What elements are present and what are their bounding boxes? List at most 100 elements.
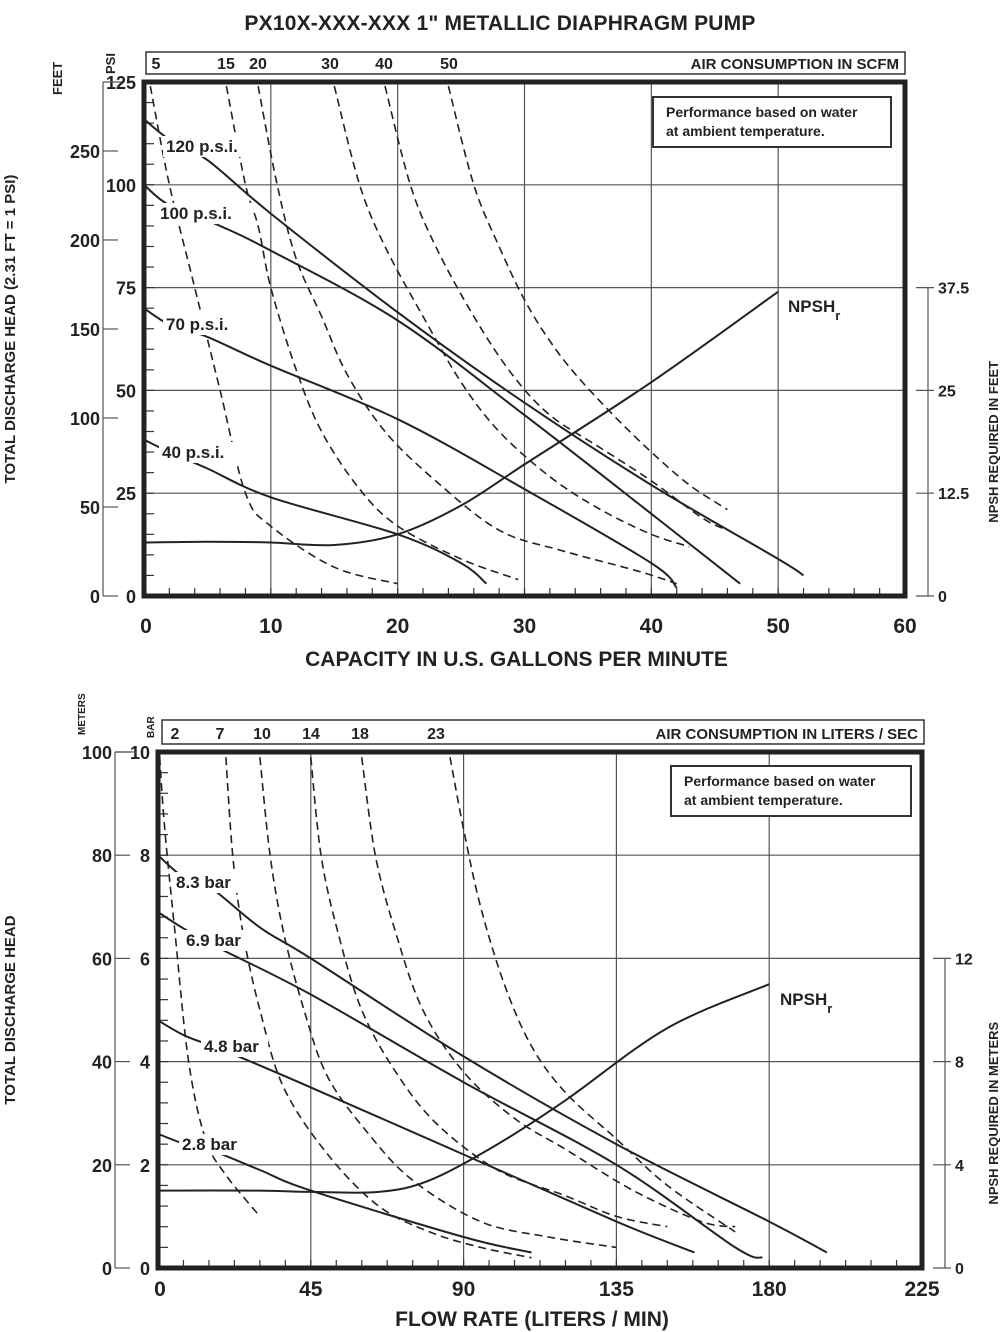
x-tick-label: 0: [154, 1278, 166, 1301]
air-tick-label: 15: [217, 56, 235, 73]
x-tick-label: 90: [452, 1278, 475, 1301]
air-tick-label: 40: [375, 56, 393, 73]
outer-y-tick-label: 100: [82, 743, 112, 763]
npshr-label: NPSHr: [780, 990, 832, 1016]
outer-y-axis: [114, 751, 136, 1269]
note-line-1: Performance based on water: [684, 773, 876, 789]
inner-y-tick-label: 10: [130, 743, 150, 763]
minor-ticks: [158, 772, 898, 1268]
outer-y-tick-label: 60: [92, 949, 112, 969]
inner-y-tick-label: 0: [126, 587, 136, 607]
pressure-label: 6.9 bar: [186, 931, 241, 950]
pressure-label: 4.8 bar: [204, 1037, 259, 1056]
npsh-tick-label: 0: [955, 1261, 964, 1278]
npsh-tick-label: 37.5: [938, 281, 969, 298]
air-10-l-s-curve: [259, 757, 617, 1249]
air-5-scfm-curve: [149, 85, 398, 585]
x-axis-label: CAPACITY IN U.S. GALLONS PER MINUTE: [305, 648, 728, 671]
inner-y-tick-label: 2: [140, 1156, 150, 1176]
air-23-l-s-curve: [449, 757, 736, 1233]
pressure-label: 40 p.s.i.: [162, 443, 224, 462]
x-tick-label: 60: [893, 615, 916, 638]
x-tick-label: 225: [904, 1278, 939, 1301]
plot-frame: [141, 79, 908, 599]
note-line-2: at ambient temperature.: [666, 123, 825, 139]
npshr-curve: [157, 983, 770, 1194]
plot-frame: [155, 749, 925, 1271]
npshr-curve: [143, 290, 779, 547]
air-50-scfm-curve: [447, 85, 728, 511]
inner-y-tick-label: 75: [116, 279, 136, 299]
chart-title: PX10X-XXX-XXX 1" METALLIC DIAPHRAGM PUMP: [244, 12, 756, 35]
x-axis-label: FLOW RATE (LITERS / MIN): [395, 1308, 669, 1331]
air-tick-label: 5: [152, 56, 161, 73]
npsh-tick-label: 4: [955, 1158, 964, 1175]
air-tick-label: 7: [216, 726, 225, 743]
note-line-2: at ambient temperature.: [684, 792, 843, 808]
chart-1: 5 15 20 30 40 50 AIR CONSUMPTION IN SCFM 120 p.…: [2, 51, 1000, 671]
air-tick-label: 2: [171, 726, 180, 743]
pressure-label: 8.3 bar: [176, 873, 231, 892]
npsh-tick-label: 0: [938, 589, 947, 606]
air-consumption-box: [161, 719, 925, 745]
npsh-axis: [916, 287, 934, 597]
outer-unit-label: FEET: [50, 62, 65, 95]
x-tick-label: 30: [513, 615, 536, 638]
x-tick-label: 40: [640, 615, 663, 638]
air-14-l-s-curve: [310, 757, 668, 1228]
npsh-tick-label: 25: [938, 383, 956, 400]
air-tick-label: 20: [249, 56, 267, 73]
npshr-label: NPSHr: [788, 297, 840, 323]
x-tick-label: 50: [766, 615, 789, 638]
4-8-bar-curve: [157, 1019, 695, 1254]
minor-ticks: [144, 101, 881, 596]
y-axis-label: TOTAL DISCHARGE HEAD: [2, 915, 19, 1104]
chart-2: 2 7 10 14 18 23 AIR CONSUMPTION IN LITERS / SE…: [2, 693, 1000, 1331]
air-tick-label: 18: [351, 726, 369, 743]
air-tick-label: 14: [302, 726, 320, 743]
y-axis-label: TOTAL DISCHARGE HEAD (2.31 FT = 1 PSI): [2, 175, 19, 484]
npsh-axis-label: NPSH REQUIRED IN METERS: [986, 1022, 1000, 1205]
outer-y-axis: [102, 81, 122, 597]
outer-y-tick-label: 40: [92, 1053, 112, 1073]
npsh-tick-label: 12.5: [938, 486, 969, 503]
outer-y-tick-label: 100: [70, 409, 100, 429]
120-p-s-i--curve: [143, 118, 805, 577]
grid: [144, 82, 905, 596]
outer-y-tick-label: 0: [102, 1259, 112, 1279]
inner-unit-label: BAR: [146, 716, 157, 738]
air-consumption-label: AIR CONSUMPTION IN LITERS / SEC: [655, 726, 918, 743]
outer-y-tick-label: 80: [92, 846, 112, 866]
note-line-1: Performance based on water: [666, 104, 858, 120]
air-15-scfm-curve: [225, 85, 519, 581]
pressure-label: 100 p.s.i.: [160, 204, 232, 223]
air-tick-label: 10: [253, 726, 271, 743]
inner-y-tick-label: 6: [140, 949, 150, 969]
inner-y-tick-label: 0: [140, 1259, 150, 1279]
outer-y-tick-label: 50: [80, 498, 100, 518]
inner-unit-label: PSI: [103, 53, 118, 74]
pressure-label: 120 p.s.i.: [166, 137, 238, 156]
outer-y-tick-label: 0: [90, 587, 100, 607]
air-40-scfm-curve: [384, 85, 728, 531]
npsh-tick-label: 12: [955, 951, 973, 968]
performance-note-bottom: Performance based on water at ambient te…: [670, 765, 912, 817]
pressure-label: 2.8 bar: [182, 1135, 237, 1154]
outer-unit-label: METERS: [77, 693, 88, 735]
outer-y-tick-label: 250: [70, 142, 100, 162]
x-tick-label: 180: [752, 1278, 787, 1301]
inner-y-tick-label: 4: [140, 1053, 150, 1073]
npsh-axis-label: NPSH REQUIRED IN FEET: [986, 361, 1000, 523]
pressure-label: 70 p.s.i.: [166, 315, 228, 334]
inner-y-tick-label: 100: [106, 176, 136, 196]
100-p-s-i--curve: [143, 184, 741, 585]
x-tick-label: 45: [299, 1278, 323, 1301]
air-20-scfm-curve: [257, 85, 677, 585]
air-18-l-s-curve: [360, 757, 736, 1228]
air-consumption-label: AIR CONSUMPTION IN SCFM: [691, 56, 899, 73]
inner-y-tick-label: 50: [116, 381, 136, 401]
air-7-l-s-curve: [225, 757, 532, 1259]
curves: [143, 85, 805, 589]
grid: [158, 752, 922, 1268]
